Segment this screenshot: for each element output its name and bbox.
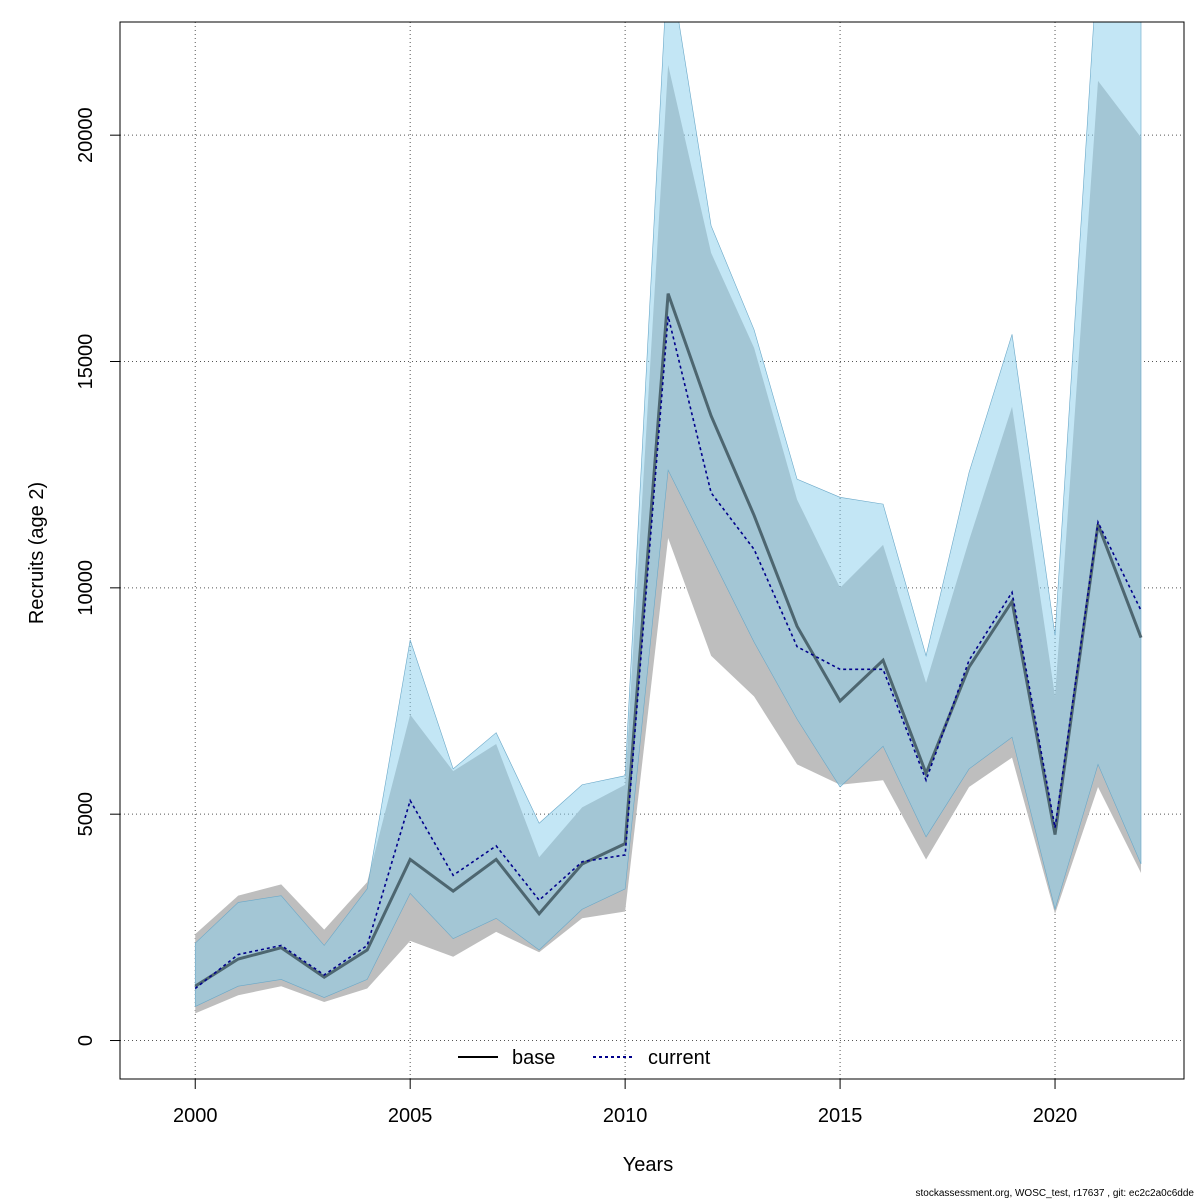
x-tick-label: 2000 xyxy=(173,1105,218,1127)
y-axis: 0 5000 10000 15000 20000 xyxy=(75,107,121,1046)
legend: base current xyxy=(458,1047,711,1069)
footer-note: stockassessment.org, WOSC_test, r17637 ,… xyxy=(916,1188,1195,1199)
x-tick-label: 2020 xyxy=(1033,1105,1078,1127)
plot-area xyxy=(194,22,1143,1014)
legend-label-current: current xyxy=(648,1047,711,1069)
x-tick-label: 2015 xyxy=(818,1105,863,1127)
legend-label-base: base xyxy=(512,1047,555,1069)
x-axis-label: Years xyxy=(623,1154,673,1176)
x-tick-label: 2005 xyxy=(388,1105,433,1127)
y-tick-label: 20000 xyxy=(75,107,97,163)
x-tick-label: 2010 xyxy=(603,1105,648,1127)
y-tick-label: 5000 xyxy=(75,792,97,837)
confidence-band-current xyxy=(194,22,1142,1008)
y-tick-label: 15000 xyxy=(75,334,97,390)
series-line-base xyxy=(194,293,1143,988)
series-line-current xyxy=(194,316,1142,990)
x-axis: 2000 2005 2010 2015 2020 xyxy=(173,1078,1078,1127)
y-axis-label: Recruits (age 2) xyxy=(26,482,48,624)
y-tick-label: 0 xyxy=(75,1035,97,1046)
y-tick-label: 10000 xyxy=(75,560,97,616)
